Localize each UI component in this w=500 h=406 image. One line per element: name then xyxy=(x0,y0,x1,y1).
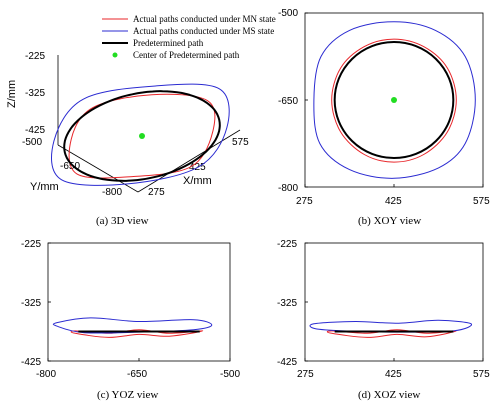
legend-label-pre: Predetermined path xyxy=(133,38,204,48)
b-plot-area xyxy=(304,12,484,188)
c-frame xyxy=(47,242,231,362)
d-ytick-0: -225 xyxy=(277,239,297,250)
a-ytick-0: -500 xyxy=(22,137,42,148)
a-x-axis xyxy=(137,129,241,193)
c-caption: (c) YOZ view xyxy=(97,389,158,401)
a-xtick-0: 275 xyxy=(148,187,165,198)
ms-path xyxy=(313,21,476,179)
d-xtick-2: 575 xyxy=(473,369,490,380)
d-ytick-2: -425 xyxy=(277,357,297,368)
mn-path xyxy=(68,93,216,179)
legend-label-mn: Actual paths conducted under MN state xyxy=(133,14,276,24)
panel-b: -500 -650 -800 275 425 575 (b) XOY view xyxy=(278,8,490,227)
a-ztick-1: -325 xyxy=(25,88,45,99)
ms-path xyxy=(51,83,230,186)
a-ztick-2: -425 xyxy=(25,125,45,136)
ms-path xyxy=(52,317,213,334)
d-caption: (d) XOZ view xyxy=(358,389,420,401)
panel-c: -225 -325 -425 -800 -650 -500 (c) YOZ vi… xyxy=(21,239,240,401)
a-zlabel: Z/mm xyxy=(6,80,18,108)
b-caption: (b) XOY view xyxy=(358,215,421,227)
a-xtick-2: 575 xyxy=(232,137,249,148)
b-ytick-1: -650 xyxy=(278,96,298,107)
b-xtick-2: 575 xyxy=(473,196,490,207)
c-plot-area xyxy=(47,242,231,362)
b-ytick-0: -500 xyxy=(278,8,298,19)
c-ytick-0: -225 xyxy=(21,239,41,250)
a-ytick-2: -800 xyxy=(102,187,122,198)
center-point xyxy=(139,133,145,139)
d-xtick-1: 425 xyxy=(385,369,402,380)
a-plot-area xyxy=(51,83,230,186)
c-ytick-2: -425 xyxy=(21,357,41,368)
d-ytick-1: -325 xyxy=(277,298,297,309)
predetermined-path xyxy=(63,90,221,182)
a-ylabel: Y/mm xyxy=(30,181,59,193)
d-frame xyxy=(304,242,484,362)
predetermined-path xyxy=(333,41,455,159)
c-xtick-0: -800 xyxy=(36,369,56,380)
a-caption: (a) 3D view xyxy=(96,215,149,227)
ms-path xyxy=(309,319,473,333)
b-xtick-1: 425 xyxy=(385,196,402,207)
panel-a: -225 -325 -425 -500 -650 -800 275 425 57… xyxy=(6,51,249,227)
mn-path xyxy=(331,38,457,163)
b-xtick-0: 275 xyxy=(296,196,313,207)
a-xlabel: X/mm xyxy=(183,175,212,187)
c-xtick-1: -650 xyxy=(127,369,147,380)
green-dot-icon xyxy=(112,52,118,58)
d-plot-area xyxy=(304,242,484,362)
legend-label-center: Center of Predetermined path xyxy=(133,50,240,60)
c-ytick-1: -325 xyxy=(21,298,41,309)
legend: Actual paths conducted under MN state Ac… xyxy=(102,14,276,60)
legend-label-ms: Actual paths conducted under MS state xyxy=(133,26,274,36)
center-point xyxy=(391,97,397,103)
a-ytick-1: -650 xyxy=(60,161,80,172)
a-ztick-0: -225 xyxy=(25,51,45,62)
c-xtick-2: -500 xyxy=(220,369,240,380)
d-xtick-0: 275 xyxy=(297,369,314,380)
panel-d: -225 -325 -425 275 425 575 (d) XOZ view xyxy=(277,239,490,401)
b-ytick-2: -800 xyxy=(278,183,298,194)
